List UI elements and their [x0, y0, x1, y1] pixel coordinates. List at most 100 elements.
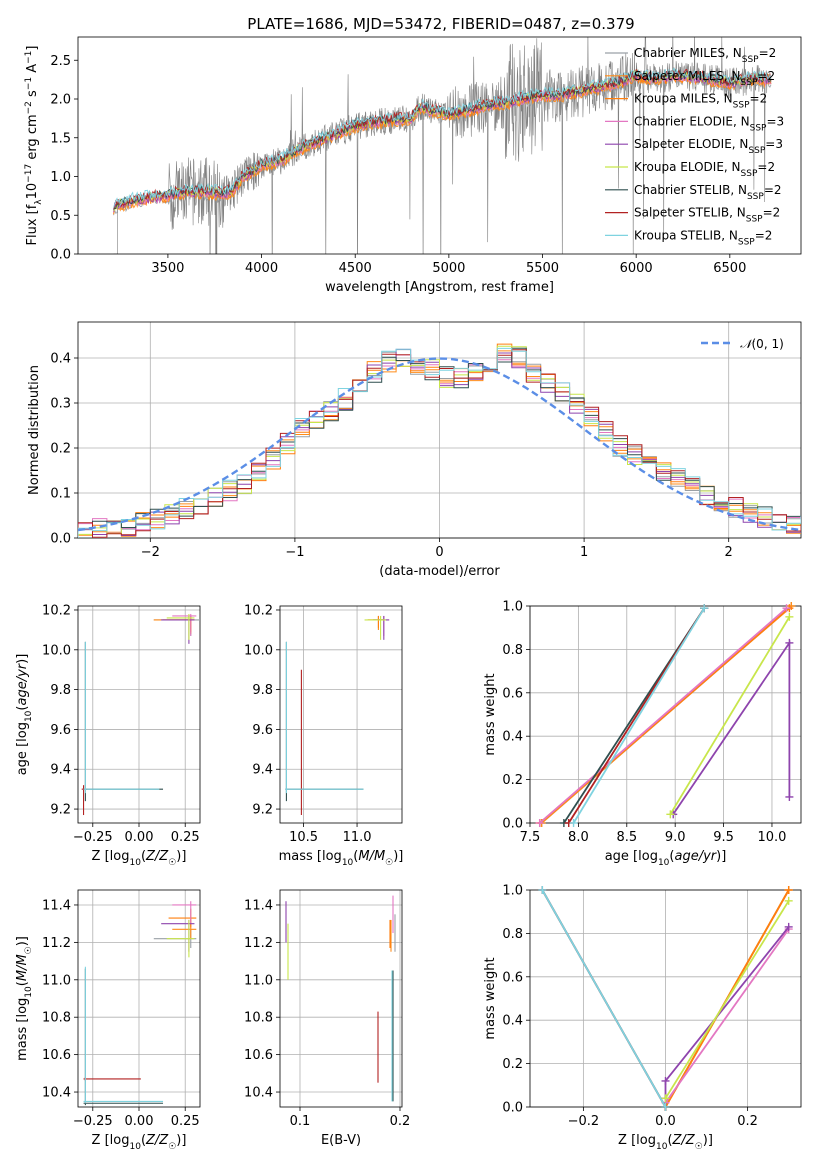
x-tick-label: 0.1: [290, 1114, 311, 1129]
axes-frame: [77, 36, 802, 255]
x-tick-label: 0.00: [125, 1114, 154, 1129]
data-point-chabrier-miles: [153, 615, 200, 636]
y-axis-label: Flux [fλ10−17 erg cm−2 s−1 A−1]: [24, 46, 44, 246]
y-tick-label: 0.6: [502, 686, 523, 701]
error-bars: [81, 613, 200, 816]
data-point-salpeter-stelib: [83, 1077, 141, 1081]
weight-line-kroupa-elodie: [664, 900, 790, 1099]
weight-line-salpeter-elodie: [664, 926, 790, 1099]
y-tick-label: 10.0: [42, 643, 71, 658]
axes-frame: [77, 889, 201, 1108]
weight-marker: [784, 922, 793, 931]
legend-label: Kroupa ELODIE, NSSP=2: [634, 160, 775, 179]
y-tick-label: 10.8: [42, 1011, 71, 1026]
y-tick-label: 0.8: [502, 643, 523, 658]
age-vs-Z-panel: −0.25 0.00 0.25 9.2 9.4 9.6 9.8 10.0 10.2 Z [log1…: [15, 603, 201, 868]
data-point-kroupa-stelib: [83, 966, 164, 1104]
y-tick-label: 0.8: [502, 927, 523, 942]
age-vs-mass-panel: 10.5 11.0 9.2 9.4 9.6 9.8 10.0 10.2 mass [log10(…: [244, 603, 403, 868]
data-point-salpeter-elodie: [161, 919, 195, 952]
x-tick-label: 5000: [432, 261, 465, 276]
y-tick-label: 0.1: [50, 487, 71, 502]
y-tick-label: 11.2: [42, 936, 71, 951]
observed-spectrum: [113, 37, 768, 254]
y-tick-label: 0.0: [502, 817, 523, 832]
y-tick-label: 9.2: [50, 803, 71, 818]
x-tick-label: 6500: [713, 261, 746, 276]
x-axis-label: (data-model)/error: [379, 564, 500, 579]
axes-frame: [529, 605, 802, 824]
data-point-chabrier-elodie: [172, 901, 197, 924]
data-point-kroupa-elodie: [364, 615, 386, 640]
x-tick-label: 0.25: [171, 1114, 200, 1129]
x-tick-label: 11.0: [343, 830, 372, 845]
x-tick-label: 0.00: [125, 830, 154, 845]
x-axis-label: Z [log10(Z/Z☉)]: [92, 1133, 187, 1152]
x-tick-label: 3500: [151, 261, 184, 276]
x-tick-label: 4500: [339, 261, 372, 276]
y-axis-label: mass weight: [483, 957, 498, 1039]
legend-label: 𝒩(0, 1): [740, 337, 784, 351]
y-tick-label: 10.6: [244, 1048, 273, 1063]
weight-marker: [785, 612, 794, 621]
x-tick-label: 10.5: [289, 830, 318, 845]
legend-label: Kroupa STELIB, NSSP=2: [634, 228, 772, 247]
x-tick-label: −0.2: [568, 1114, 600, 1129]
x-tick-label: 8.0: [568, 830, 589, 845]
x-tick-label: 0.2: [390, 1114, 411, 1129]
weight-marker: [700, 604, 709, 613]
y-tick-label: 2.5: [50, 54, 71, 69]
weight-marker: [782, 604, 791, 613]
residuals-panel: −2 −1 0 1 2 0.0 0.1 0.2 0.3 0.4 (data-model)/error…: [27, 321, 802, 579]
weight-marker: [784, 896, 793, 905]
weight-marker: [661, 1103, 670, 1111]
weight-line-kroupa-stelib: [572, 607, 705, 824]
y-tick-label: 0.2: [502, 1057, 523, 1072]
weight-vs-age-panel: 7.5 8.0 8.5 9.0 9.5 10.0 0.0 0.2 0.4 0.6 0.8 1.0 age…: [483, 600, 802, 868]
data-point-chabrier-stelib: [285, 641, 364, 802]
y-tick-label: 11.0: [244, 973, 273, 988]
y-tick-label: 0.5: [50, 209, 71, 224]
y-tick-label: 11.0: [42, 973, 71, 988]
legend-label: Chabrier STELIB, NSSP=2: [634, 183, 782, 202]
data-point-salpeter-miles: [367, 615, 384, 630]
y-tick-label: 11.4: [42, 898, 71, 913]
data-point-salpeter-elodie: [161, 615, 195, 644]
data-point-chabrier-stelib: [83, 641, 164, 802]
y-tick-label: 0.0: [502, 1101, 523, 1116]
error-bars: [83, 901, 197, 1106]
y-tick-label: 1.0: [502, 884, 523, 899]
y-tick-label: 9.6: [252, 723, 273, 738]
y-tick-label: 1.0: [502, 600, 523, 615]
weight-marker: [666, 810, 675, 819]
x-tick-label: −2: [141, 545, 160, 560]
x-tick-label: 0.0: [655, 1114, 676, 1129]
y-tick-label: 10.4: [42, 1086, 71, 1101]
model-spectrum-kroupa-stelib: [113, 68, 772, 208]
x-tick-label: 2: [725, 545, 733, 560]
y-axis-label: Normed distribution: [27, 365, 42, 495]
weight-marker: [785, 792, 794, 801]
model-spectra: [113, 68, 772, 216]
y-axis-label: age [log10(age/yr)]: [15, 654, 34, 776]
weight-marker: [535, 819, 544, 827]
y-tick-label: 10.2: [42, 603, 71, 618]
y-tick-label: 0.6: [502, 970, 523, 985]
weight-lines: [535, 602, 796, 827]
x-tick-label: 8.5: [616, 830, 637, 845]
axes-frame: [77, 321, 802, 539]
y-tick-label: 9.8: [252, 683, 273, 698]
legend-label: Kroupa MILES, NSSP=2: [634, 92, 767, 111]
y-tick-label: 10.0: [244, 643, 273, 658]
legend-label: Salpeter MILES, NSSP=2: [634, 69, 775, 88]
y-tick-label: 2.0: [50, 93, 71, 108]
y-tick-label: 10.6: [42, 1048, 71, 1063]
weight-vs-Z-panel: −0.2 0.0 0.2 0.0 0.2 0.4 0.6 0.8 1.0 Z [log10(Z/Z…: [483, 884, 802, 1152]
residual-histogram-chabrier-stelib: [78, 347, 801, 538]
mass-vs-Z-panel: −0.25 0.00 0.25 10.4 10.6 10.8 11.0 11.2 11.4 Z […: [15, 889, 201, 1152]
axes-frame: [279, 889, 403, 1108]
x-tick-label: 4000: [245, 261, 278, 276]
spectrum-panel: 3500 4000 4500 5000 5500 6000 6500 0.0 0.5 1.0 1.5…: [24, 36, 802, 295]
y-tick-label: 10.8: [244, 1011, 273, 1026]
